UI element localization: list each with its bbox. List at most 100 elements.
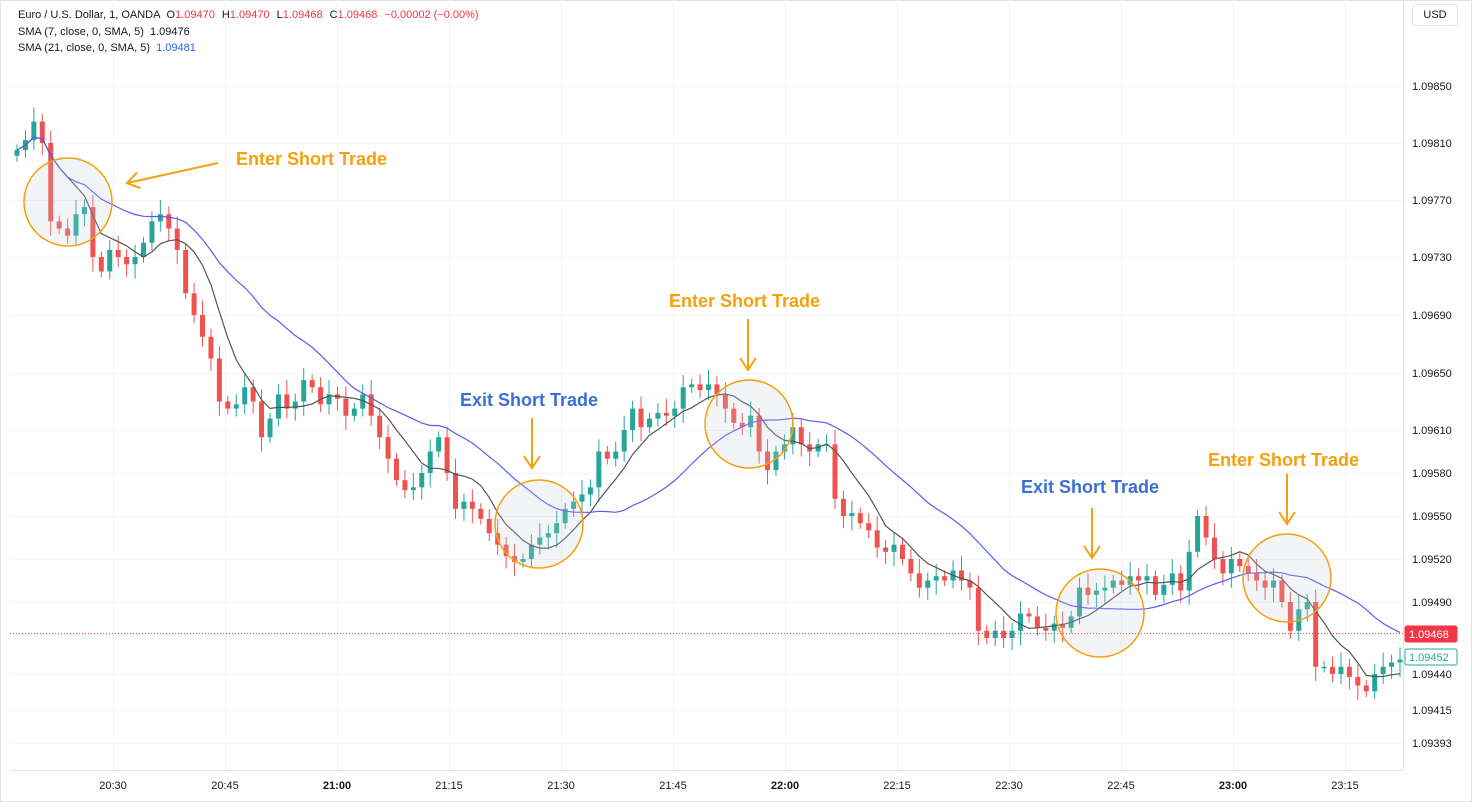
- sma21-label[interactable]: SMA (21, close, 0, SMA, 5): [18, 42, 151, 54]
- sma7-row: SMA (7, close, 0, SMA, 5) 1.09476: [18, 24, 479, 41]
- candle: [933, 564, 939, 595]
- candle: [444, 427, 450, 481]
- enter-annotation: Enter Short Trade: [1208, 450, 1359, 623]
- candle-body: [233, 404, 239, 409]
- candle: [1355, 664, 1361, 700]
- candle-body: [739, 422, 745, 428]
- y-tick-label: 1.09690: [1412, 310, 1452, 322]
- candle-body: [444, 437, 450, 473]
- open-label: O: [166, 9, 176, 21]
- candle-body: [427, 451, 433, 473]
- candle-body: [1355, 676, 1361, 686]
- candle-body: [706, 384, 711, 391]
- candle-body: [1161, 584, 1167, 595]
- candle-body: [1287, 602, 1293, 631]
- ohlc-row: Euro / U.S. Dollar, 1, OANDA O1.09470 H1…: [18, 7, 479, 24]
- annotation-label: Enter Short Trade: [669, 291, 820, 311]
- candle-body: [537, 537, 543, 545]
- arrow-head: [1083, 545, 1101, 560]
- candle: [1372, 663, 1378, 700]
- x-tick-label: 20:45: [211, 780, 239, 792]
- candle: [1093, 582, 1099, 608]
- y-tick-label: 1.09730: [1412, 252, 1452, 264]
- candle-body: [1119, 580, 1125, 585]
- candles: [14, 107, 1403, 700]
- candle-body: [748, 415, 754, 428]
- price-tags: 1.09468 1.09452: [1404, 625, 1458, 666]
- candle-body: [798, 427, 804, 445]
- candle-body: [14, 150, 20, 156]
- candle-body: [242, 387, 248, 405]
- candle: [773, 445, 779, 476]
- candle: [908, 548, 914, 582]
- candle: [832, 430, 838, 509]
- candle: [824, 434, 830, 453]
- candle-body: [402, 480, 408, 491]
- exit-annotation: Exit Short Trade: [1021, 477, 1159, 658]
- open-value: 1.09470: [175, 9, 215, 21]
- candle: [469, 489, 475, 524]
- candle: [1313, 589, 1319, 682]
- candle-body: [840, 498, 846, 516]
- candle-body: [975, 587, 981, 631]
- candle-body: [326, 394, 332, 405]
- candle: [1144, 564, 1150, 595]
- candle-body: [992, 630, 998, 638]
- candle-body: [200, 315, 206, 337]
- candle: [1169, 559, 1175, 595]
- candle-body: [1380, 666, 1386, 674]
- last-price-tag-box: [1404, 625, 1458, 643]
- candle-body: [1363, 685, 1369, 692]
- candle-body: [183, 249, 189, 294]
- x-tick-label: 20:30: [99, 780, 127, 792]
- highlight-circle: [1055, 568, 1145, 658]
- candle: [56, 215, 62, 235]
- candle: [663, 398, 669, 426]
- candle: [748, 401, 754, 438]
- candle-body: [596, 451, 602, 488]
- candle-body: [284, 394, 290, 409]
- candle-body: [731, 408, 737, 423]
- candle: [925, 572, 931, 600]
- candle: [132, 244, 138, 279]
- candle-body: [528, 544, 534, 559]
- candle: [98, 251, 104, 278]
- candle: [613, 441, 619, 467]
- candle-body: [1195, 516, 1201, 552]
- candle: [537, 523, 543, 555]
- candle-body: [503, 544, 509, 557]
- y-tick-label: 1.09440: [1412, 669, 1452, 681]
- arrow-head: [523, 455, 541, 470]
- candle-body: [773, 451, 779, 471]
- candle-body: [1051, 623, 1057, 631]
- candle-body: [638, 408, 644, 428]
- sma7-label[interactable]: SMA (7, close, 0, SMA, 5): [18, 25, 144, 38]
- last-price-tag-label: 1.09468: [1409, 629, 1449, 641]
- candle-body: [832, 444, 838, 499]
- candle: [756, 407, 762, 464]
- candle: [621, 415, 627, 462]
- symbol-label[interactable]: Euro / U.S. Dollar, 1, OANDA: [18, 9, 161, 21]
- candle-body: [571, 501, 577, 509]
- currency-button[interactable]: USD: [1412, 4, 1458, 26]
- candle: [48, 130, 54, 236]
- candle: [1001, 616, 1007, 649]
- sma-price-tag: 1.09452: [1404, 648, 1458, 666]
- candle: [689, 378, 695, 393]
- candle: [1178, 565, 1184, 603]
- candle: [225, 395, 231, 415]
- candle-body: [604, 451, 610, 459]
- candle-body: [781, 444, 787, 452]
- candle: [587, 479, 593, 507]
- candle: [334, 386, 340, 411]
- y-tick-label: 1.09490: [1412, 597, 1452, 609]
- candle: [242, 373, 248, 415]
- sma21-row: SMA (21, close, 0, SMA, 5) 1.09481: [18, 40, 479, 57]
- candle: [427, 439, 433, 488]
- candle-body: [1136, 576, 1142, 581]
- candle-body: [958, 570, 964, 581]
- candle-body: [301, 380, 307, 402]
